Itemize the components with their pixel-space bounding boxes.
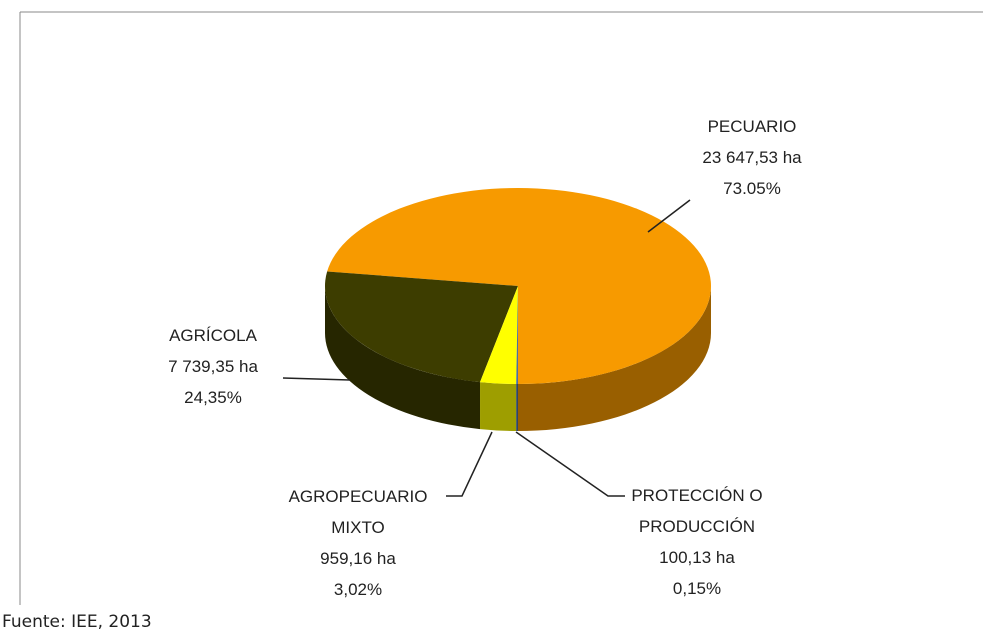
slice-side <box>325 286 481 430</box>
area-label: 23 647,53 ha <box>702 148 802 167</box>
category: PECUARIO <box>707 117 797 136</box>
leader-line <box>647 199 691 233</box>
slice-label: PECUARIO 23 647,53 ha 73.05% <box>672 111 832 204</box>
area-label: 7 739,35 ha <box>168 357 258 376</box>
leader-lines <box>282 199 691 497</box>
area-label: 100,13 ha <box>659 548 735 567</box>
value-label: 24,35% <box>184 388 242 407</box>
leader-line <box>515 431 625 497</box>
slice <box>516 286 518 384</box>
slice <box>325 271 518 383</box>
slice-label: PROTECCIÓN O PRODUCCIÓN 100,13 ha 0,15% <box>617 480 777 604</box>
leader-line <box>282 377 351 381</box>
value-label: 0,15% <box>672 579 722 598</box>
source: Fuente: IEE, 2013 <box>2 612 152 632</box>
leader-line <box>446 431 493 497</box>
slice-side <box>480 382 517 431</box>
slice-side <box>516 383 518 431</box>
slice-side <box>518 286 711 431</box>
slice <box>480 286 518 384</box>
category: AGRÍCOLA <box>169 326 257 345</box>
value-label: 3,02% <box>333 580 383 599</box>
slice <box>327 188 711 384</box>
area-label: 959,16 ha <box>320 549 396 568</box>
value-label: 73.05% <box>723 179 781 198</box>
category: AGROPECUARIO MIXTO <box>288 487 428 537</box>
slice-label: AGROPECUARIO MIXTO 959,16 ha 3,02% <box>278 481 438 605</box>
slice-label: AGRÍCOLA 7 739,35 ha 24,35% <box>133 320 293 413</box>
category: PROTECCIÓN O PRODUCCIÓN <box>631 486 763 536</box>
pie <box>325 188 711 431</box>
